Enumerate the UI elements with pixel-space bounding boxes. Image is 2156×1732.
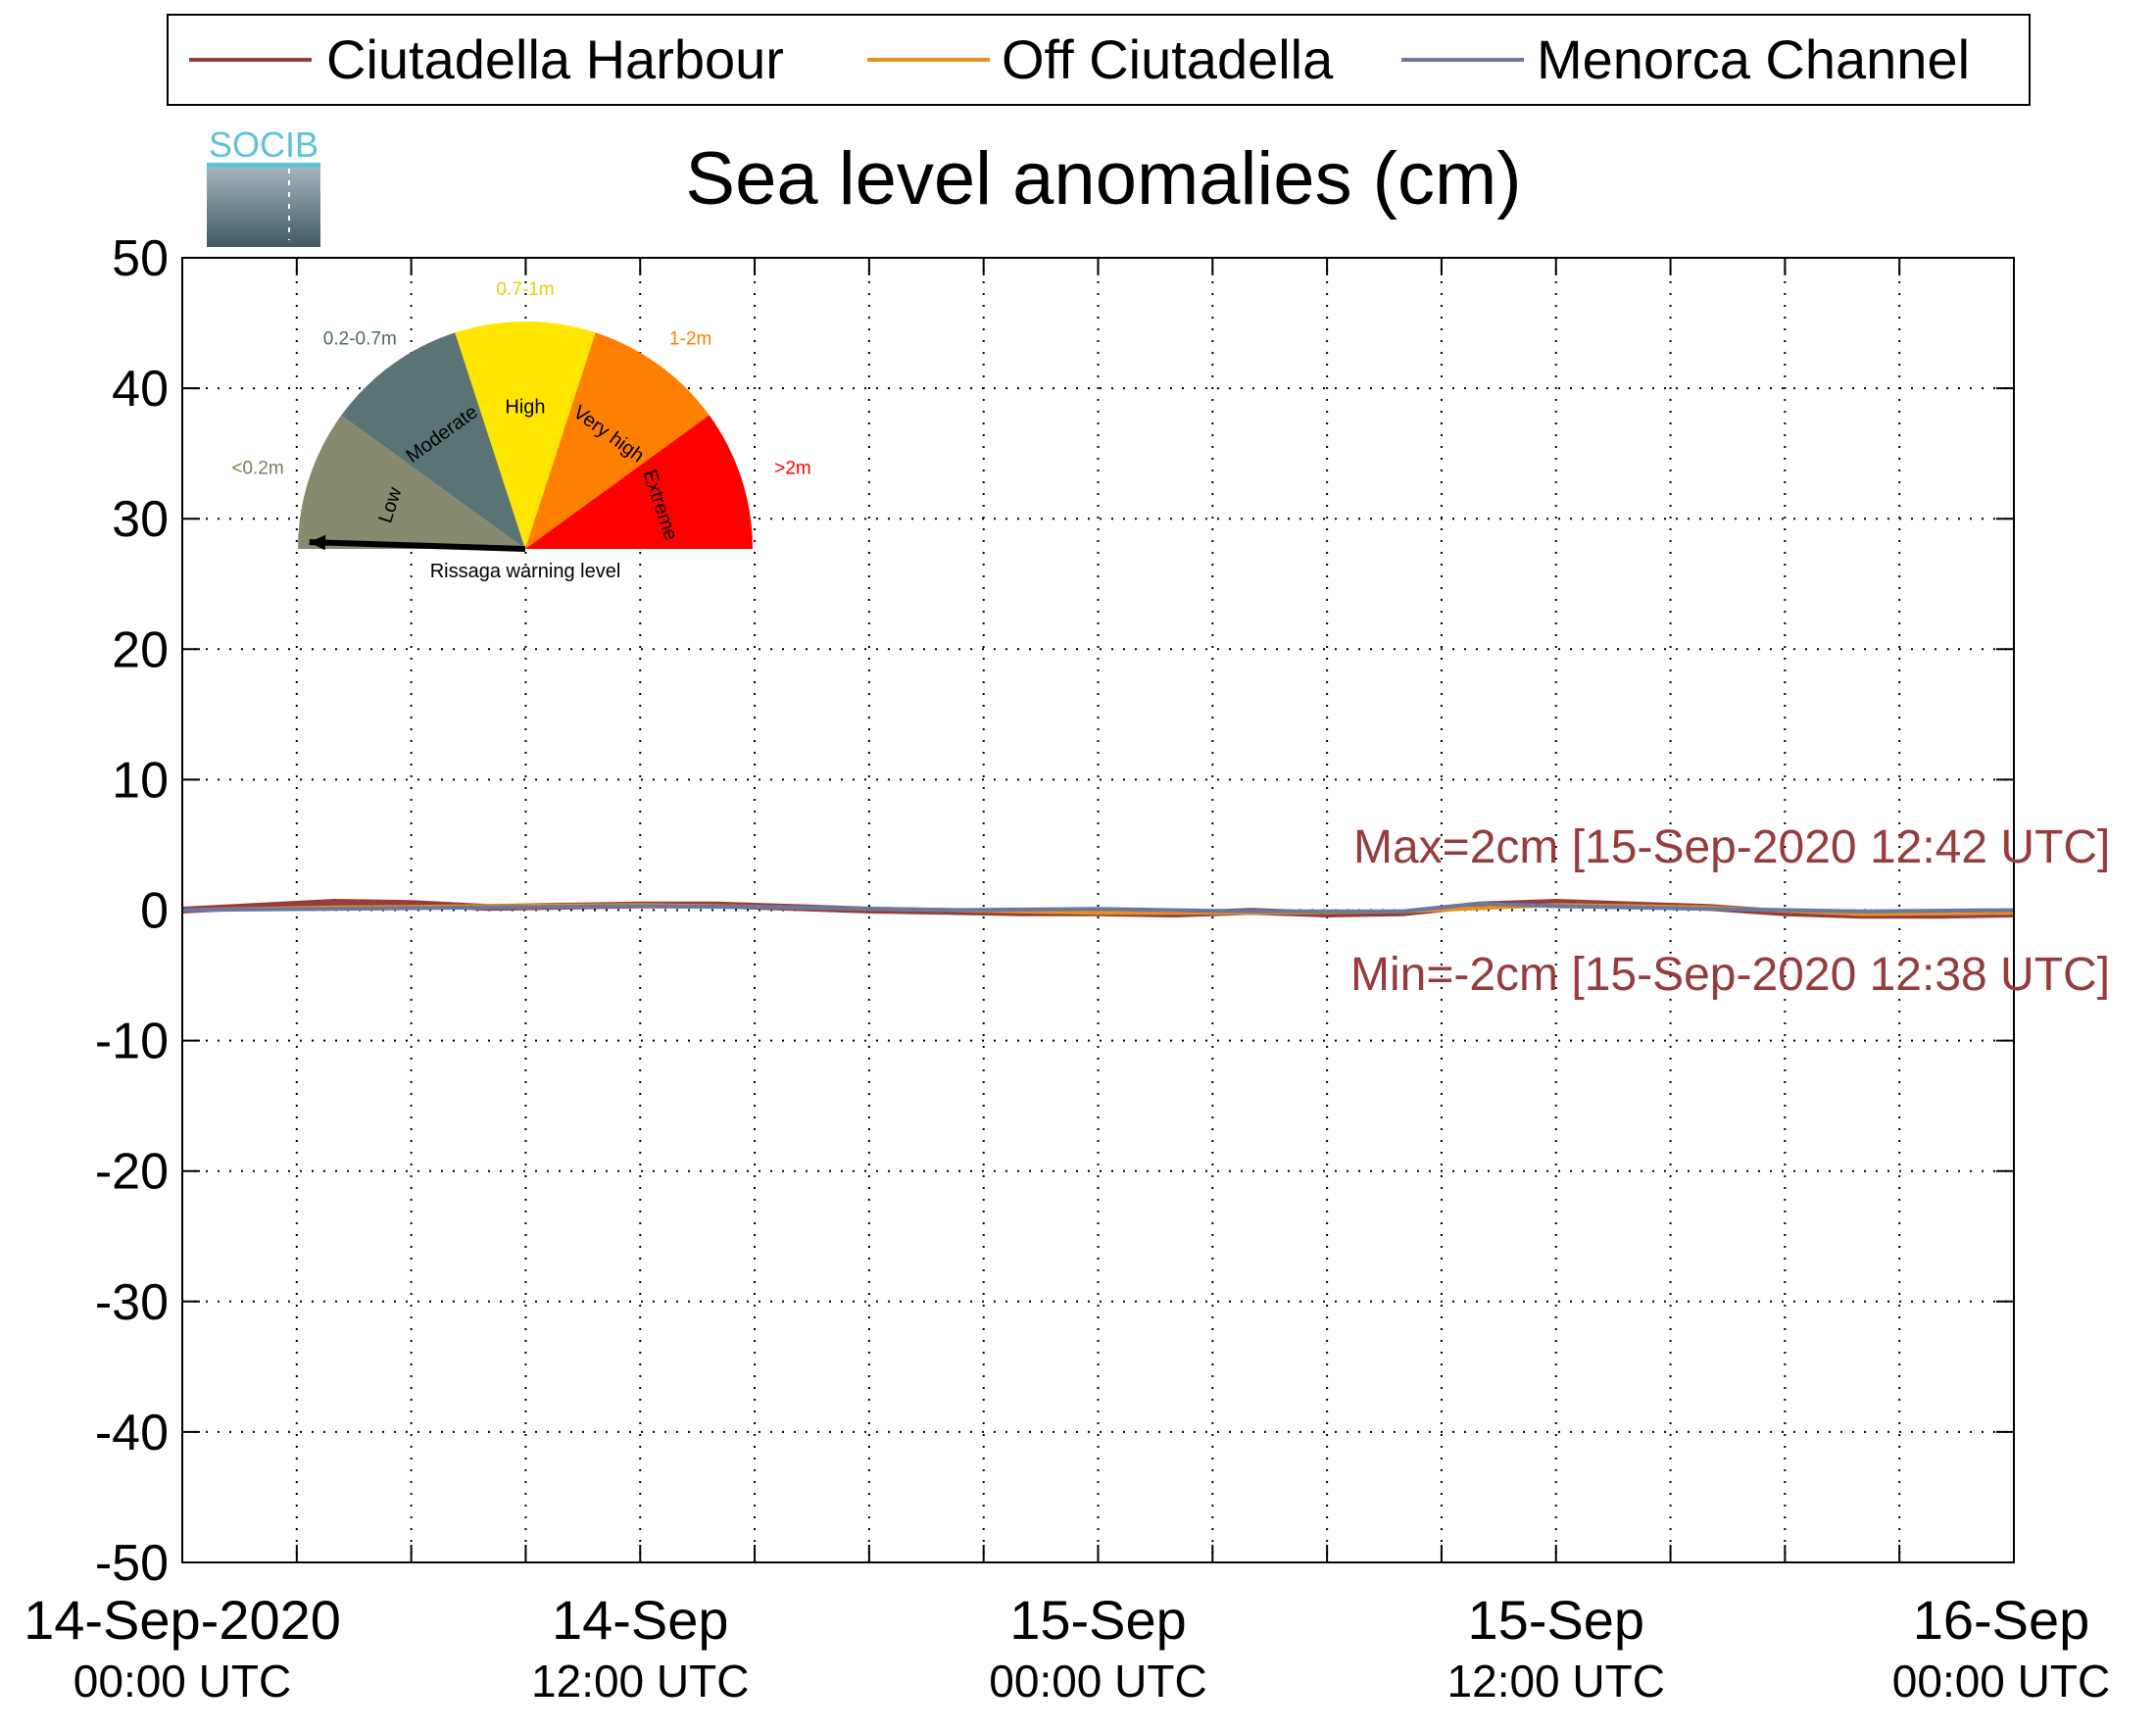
y-tick-label: 40 — [112, 361, 169, 418]
y-axis-labels: 50 40 30 20 10 0 -10 -20 -30 -40 -50 — [95, 230, 169, 1592]
gauge-range-very-high: 1-2m — [669, 328, 711, 349]
logo-band — [207, 163, 320, 168]
x-tick-label-date: 15-Sep — [1009, 1589, 1187, 1651]
gauge-segment-very-high — [525, 332, 710, 549]
legend-box — [167, 14, 2031, 106]
gauge-segment-extreme — [525, 415, 753, 549]
series-line-menorca-channel — [181, 901, 2015, 914]
x-tick-label-time: 12:00 UTC — [531, 1656, 749, 1707]
annotation-min: Min=-2cm [15-Sep-2020 12:38 UTC] — [1350, 949, 2110, 1001]
series-lines — [181, 899, 2015, 919]
logo-text: SOCIB — [209, 124, 318, 165]
gauge-segment-low — [298, 415, 525, 549]
gauge-range-extreme: >2m — [774, 458, 811, 478]
x-tick-label-date: 14-Sep — [552, 1589, 729, 1651]
legend: Ciutadella Harbour Off Ciutadella Menorc… — [167, 14, 2031, 106]
logo-panel — [207, 165, 320, 247]
gauge-segment-high — [455, 322, 596, 549]
y-tick-label: -20 — [95, 1144, 169, 1201]
y-tick-label: -10 — [95, 1014, 169, 1070]
x-tick-label-time: 12:00 UTC — [1447, 1656, 1665, 1707]
annotation-max: Max=2cm [15-Sep-2020 12:42 UTC] — [1353, 821, 2110, 873]
legend-label-off-ciutadella: Off Ciutadella — [1002, 28, 1334, 90]
gauge-label-high: High — [505, 396, 545, 418]
y-tick-label: 30 — [112, 491, 169, 548]
x-tick-label-date: 14-Sep-2020 — [24, 1589, 341, 1651]
gauge-segment-moderate — [341, 332, 525, 549]
chart-title: Sea level anomalies (cm) — [685, 137, 1521, 221]
gauge-needle-head — [309, 534, 326, 551]
y-tick-label: 50 — [112, 230, 169, 287]
legend-label-ciutadella-harbour: Ciutadella Harbour — [326, 28, 784, 90]
y-tick-label: 0 — [140, 883, 169, 940]
gauge-needle — [309, 539, 526, 552]
socib-logo: SOCIB — [207, 124, 320, 247]
legend-label-menorca-channel: Menorca Channel — [1537, 28, 1970, 90]
gauge-range-high: 0.7-1m — [496, 279, 554, 300]
y-tick-label: 20 — [112, 621, 169, 678]
x-tick-label-date: 16-Sep — [1913, 1589, 2090, 1651]
plot-frame — [181, 257, 2015, 1563]
x-tick-label-time: 00:00 UTC — [989, 1656, 1206, 1707]
x-tick-label-time: 00:00 UTC — [74, 1656, 291, 1707]
y-tick-label: -30 — [95, 1274, 169, 1331]
y-tick-label: -40 — [95, 1405, 169, 1461]
x-tick-label-time: 00:00 UTC — [1892, 1656, 2110, 1707]
gauge-caption: Rissaga warning level — [430, 561, 621, 582]
y-tick-label: -50 — [95, 1535, 169, 1592]
gauge-range-moderate: 0.2-0.7m — [323, 328, 397, 349]
y-tick-label: 10 — [112, 752, 169, 809]
x-tick-label-date: 15-Sep — [1467, 1589, 1644, 1651]
gauge-range-low: <0.2m — [231, 458, 283, 478]
